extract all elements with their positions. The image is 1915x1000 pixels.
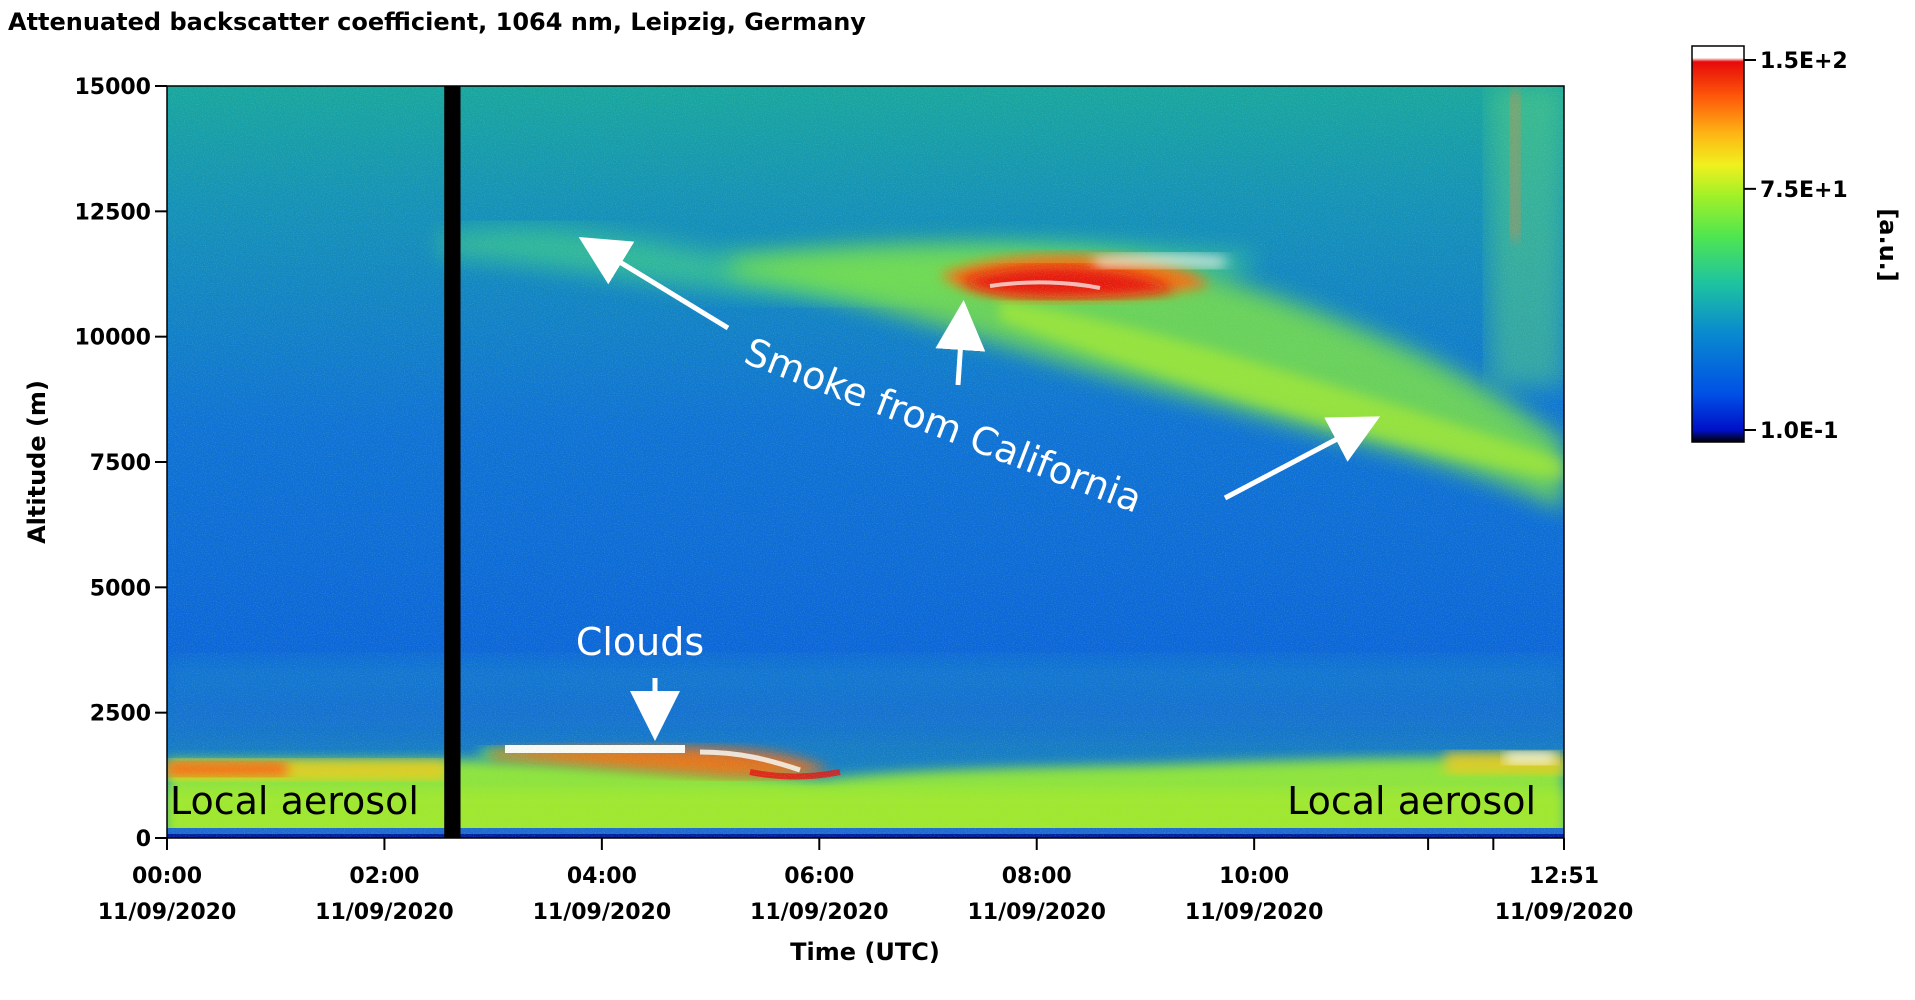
- x-tick-time-5: 10:00: [1219, 864, 1289, 889]
- smoke-arrow-right: [1223, 416, 1381, 501]
- x-tick-time-0: 00:00: [132, 864, 202, 889]
- y-tick-label-6: 15000: [74, 75, 151, 100]
- chart-title: Attenuated backscatter coefficient, 1064…: [8, 8, 866, 36]
- y-tick-label-3: 7500: [90, 451, 151, 476]
- x-tick-date-0: 11/09/2020: [98, 900, 237, 925]
- data-gap-bar: [444, 86, 461, 838]
- colorbar-ticks: 1.5E+2 7.5E+1 1.0E-1: [1744, 49, 1848, 444]
- x-axis-title: Time (UTC): [790, 938, 940, 966]
- x-tick-time-1: 02:00: [349, 864, 419, 889]
- colorbar: 1.5E+2 7.5E+1 1.0E-1 [a.u.]: [1691, 45, 1902, 444]
- annotation-clouds: Clouds: [576, 620, 704, 664]
- x-axis: 00:00 11/09/2020 02:00 11/09/2020 04:00 11/09…: [98, 838, 1634, 925]
- x-tick-time-3: 06:00: [784, 864, 854, 889]
- colorbar-unit: [a.u.]: [1874, 208, 1902, 281]
- x-tick-date-2: 11/09/2020: [533, 900, 672, 925]
- colorbar-label-0: 1.5E+2: [1760, 49, 1848, 74]
- smoke-arrow-left: [578, 236, 730, 331]
- y-axis: 0 2500 5000 7500 10000 12500 15000: [74, 75, 167, 852]
- y-tick-label-2: 5000: [90, 576, 151, 601]
- x-tick-date-5: 11/09/2020: [1185, 900, 1324, 925]
- annotation-local-aerosol-right: Local aerosol: [1287, 779, 1536, 823]
- colorbar-gradient: [1691, 45, 1745, 443]
- noise-texture: [167, 86, 1564, 838]
- y-tick-label-0: 0: [136, 827, 151, 852]
- x-tick-time-6: 12:51: [1529, 864, 1599, 889]
- x-tick-time-2: 04:00: [567, 864, 637, 889]
- x-tick-date-4: 11/09/2020: [967, 900, 1106, 925]
- smoke-arrow-middle: [935, 300, 986, 386]
- y-axis-title: Altitude (m): [23, 380, 51, 544]
- y-tick-label-1: 2500: [90, 702, 151, 727]
- plot-area: [167, 86, 1564, 838]
- x-tick-time-4: 08:00: [1002, 864, 1072, 889]
- x-tick-date-6: 11/09/2020: [1495, 900, 1634, 925]
- x-tick-date-1: 11/09/2020: [315, 900, 454, 925]
- colorbar-label-1: 7.5E+1: [1760, 178, 1848, 203]
- annotation-local-aerosol-left: Local aerosol: [170, 779, 419, 823]
- y-tick-label-5: 12500: [74, 200, 151, 225]
- y-tick-label-4: 10000: [74, 326, 151, 351]
- x-tick-date-3: 11/09/2020: [750, 900, 889, 925]
- colorbar-label-2: 1.0E-1: [1760, 419, 1838, 444]
